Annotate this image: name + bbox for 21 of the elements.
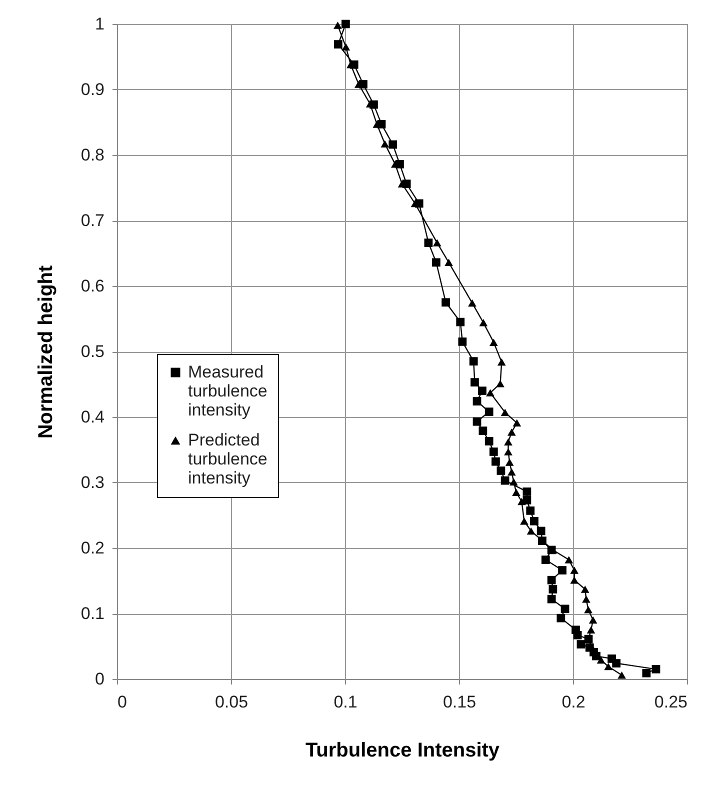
y-tick-label: 0.5	[80, 342, 104, 361]
x-tick-label: 0.2	[562, 692, 586, 712]
x-tick-label: 0	[118, 692, 127, 712]
x-axis-title: Turbulence Intensity	[305, 740, 500, 762]
y-axis-title: Normalized height	[34, 264, 57, 439]
y-tick-label: 0.3	[80, 473, 104, 492]
x-tick-label: 0.1	[334, 692, 358, 712]
x-tick-label: 0.05	[214, 692, 248, 712]
legend-label: Measured turbulence intensity	[188, 362, 268, 420]
y-tick-label: 0.2	[80, 538, 104, 558]
y-tick-label: 0	[95, 670, 104, 688]
y-tick-label: 0.1	[80, 604, 104, 623]
y-tick-label: 0.9	[80, 80, 104, 99]
y-tick-label: 1	[95, 14, 104, 34]
y-tick-label: 0.8	[80, 146, 104, 164]
y-tick-label: 0.4	[80, 408, 104, 426]
legend-label: Predicted turbulence intensity	[188, 430, 268, 488]
y-tick-label: 0.6	[80, 276, 104, 296]
x-tick-label: 0.15	[442, 692, 476, 712]
x-tick-label: 0.25	[654, 692, 688, 712]
y-tick-label: 0.7	[80, 211, 104, 230]
